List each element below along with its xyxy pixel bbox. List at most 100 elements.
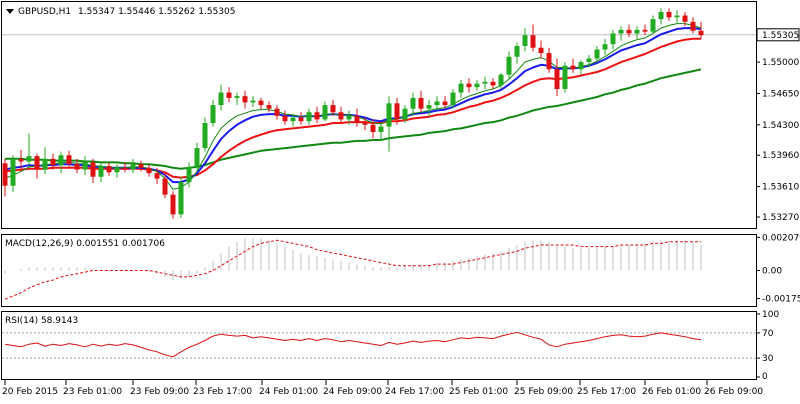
candle — [458, 80, 464, 98]
macd-axis: 0.002079 0.00 -0.001758 — [756, 233, 800, 305]
candle-body — [250, 100, 256, 103]
candle — [554, 58, 560, 97]
rsi-series — [2, 331, 756, 359]
macd-series — [4, 238, 702, 300]
candle — [610, 29, 616, 50]
candle-body — [346, 115, 352, 120]
price-axis: 1.553001.550001.546501.543001.539601.536… — [756, 31, 799, 223]
candle — [330, 99, 336, 116]
last-price-box — [756, 28, 800, 42]
last-price-text: 1.55305 — [762, 31, 799, 41]
candle-body — [410, 97, 416, 109]
candle-body — [618, 29, 624, 34]
candle-body — [458, 83, 464, 93]
candle — [434, 96, 440, 111]
candle — [642, 24, 648, 36]
time-tick-label: 25 Feb 17:00 — [577, 387, 636, 397]
rsi-axis: 100 70 30 0 — [756, 310, 779, 382]
price-tick-label: 1.53270 — [762, 213, 799, 223]
candle — [106, 162, 112, 176]
candle-body — [506, 56, 512, 75]
candle-body — [122, 167, 128, 170]
candle-body — [626, 29, 632, 34]
candle — [506, 51, 512, 79]
candle — [634, 26, 640, 39]
ohlc-values: 1.55347 1.55446 1.55262 1.55305 — [78, 7, 235, 17]
candle-body — [466, 83, 472, 88]
macd-tick-label: 0.002079 — [762, 233, 800, 243]
candle — [514, 42, 520, 64]
time-tick-label: 23 Feb 09:00 — [130, 387, 189, 397]
candle-body — [482, 81, 488, 84]
candle — [226, 87, 232, 103]
rsi-line — [4, 331, 702, 358]
candle — [114, 164, 120, 178]
collapse-triangle-icon[interactable] — [6, 9, 14, 14]
candle-body — [26, 156, 32, 162]
candle-body — [498, 74, 504, 86]
time-tick-label: 23 Feb 01:00 — [63, 387, 122, 397]
candle-body — [698, 30, 704, 36]
candle-body — [202, 123, 208, 149]
candle-body — [42, 158, 48, 170]
candle-body — [2, 163, 8, 186]
candle-body — [402, 108, 408, 120]
candle-body — [362, 123, 368, 125]
price-series — [2, 8, 704, 219]
candle — [290, 114, 296, 127]
candle-body — [394, 103, 400, 120]
candle — [282, 110, 288, 125]
time-tick-label: 25 Feb 09:00 — [514, 387, 573, 397]
candle-body — [74, 164, 80, 170]
candle-body — [218, 92, 224, 106]
candle — [362, 117, 368, 131]
candle-body — [434, 101, 440, 106]
candle — [626, 24, 632, 38]
candle — [426, 99, 432, 116]
candle-body — [650, 19, 656, 32]
candle — [2, 158, 8, 197]
candle-body — [330, 105, 336, 113]
candle-body — [210, 105, 216, 124]
candle — [386, 96, 392, 152]
candle-body — [354, 115, 360, 124]
candle-body — [242, 96, 248, 103]
candle — [682, 11, 688, 27]
candle-body — [138, 164, 144, 168]
candle — [186, 162, 192, 188]
time-tick-label: 23 Feb 17:00 — [193, 387, 252, 397]
candle — [42, 147, 48, 175]
candle — [298, 112, 304, 125]
candle — [266, 101, 272, 113]
candle-body — [146, 167, 152, 174]
candle — [690, 17, 696, 34]
candle — [666, 8, 672, 21]
candle — [154, 167, 160, 184]
candle — [570, 58, 576, 73]
time-tick-label: 26 Feb 09:00 — [704, 387, 763, 397]
candle-body — [130, 164, 136, 170]
candle-body — [106, 165, 112, 173]
candle — [498, 72, 504, 89]
macd-tick-label: 0.00 — [762, 267, 782, 277]
candle — [82, 156, 88, 175]
candle-body — [666, 11, 672, 18]
candle — [146, 164, 152, 177]
candle-body — [530, 35, 536, 48]
candle-body — [266, 105, 272, 109]
candle — [442, 96, 448, 109]
candle-body — [234, 96, 240, 98]
candle-body — [338, 112, 344, 120]
candle — [258, 97, 264, 110]
candle — [482, 76, 488, 89]
candle-body — [690, 21, 696, 31]
time-tick-label: 24 Feb 09:00 — [323, 387, 382, 397]
price-tick-label: 1.53610 — [762, 183, 799, 193]
candle-body — [370, 124, 376, 132]
candle — [370, 119, 376, 139]
candle-body — [306, 112, 312, 122]
candle — [234, 92, 240, 106]
candle-body — [418, 97, 424, 109]
candle — [394, 97, 400, 125]
candle-body — [314, 112, 320, 120]
